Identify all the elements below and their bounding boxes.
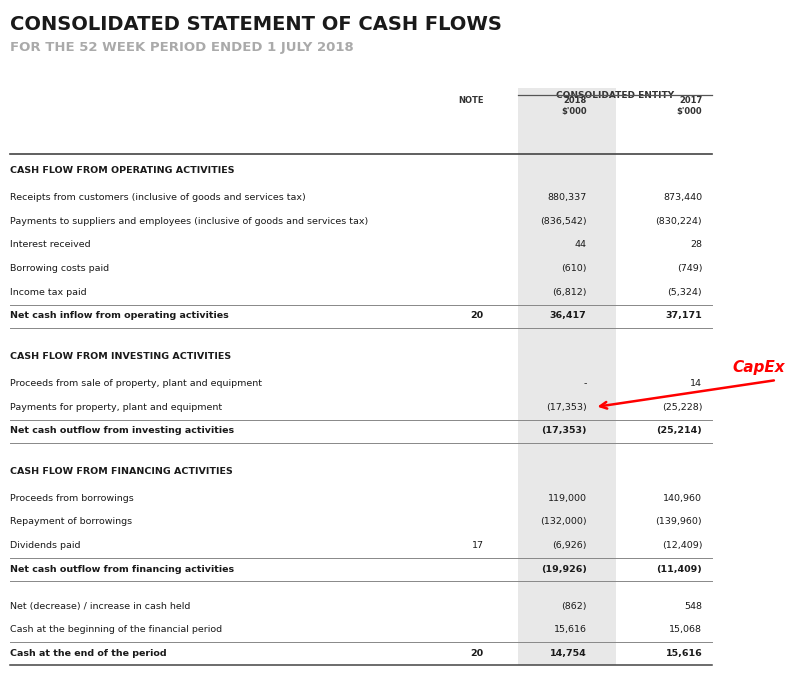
Text: 548: 548 (684, 602, 702, 611)
Text: Cash at the beginning of the financial period: Cash at the beginning of the financial p… (10, 626, 222, 634)
Text: Dividends paid: Dividends paid (10, 541, 80, 550)
Text: CONSOLIDATED STATEMENT OF CASH FLOWS: CONSOLIDATED STATEMENT OF CASH FLOWS (10, 15, 502, 34)
Text: Receipts from customers (inclusive of goods and services tax): Receipts from customers (inclusive of go… (10, 193, 306, 202)
Text: 15,068: 15,068 (669, 626, 702, 634)
Text: 37,171: 37,171 (666, 311, 702, 320)
Text: 15,616: 15,616 (666, 649, 702, 658)
Text: CASH FLOW FROM FINANCING ACTIVITIES: CASH FLOW FROM FINANCING ACTIVITIES (10, 466, 232, 476)
Text: Payments for property, plant and equipment: Payments for property, plant and equipme… (10, 403, 222, 412)
Text: Net cash inflow from operating activities: Net cash inflow from operating activitie… (10, 311, 228, 320)
Text: 873,440: 873,440 (663, 193, 702, 202)
Text: 14: 14 (690, 379, 702, 388)
Text: (19,926): (19,926) (540, 565, 587, 574)
Text: (12,409): (12,409) (662, 541, 702, 550)
Text: (17,353): (17,353) (541, 427, 587, 435)
Text: CASH FLOW FROM OPERATING ACTIVITIES: CASH FLOW FROM OPERATING ACTIVITIES (10, 166, 235, 175)
Text: (610): (610) (561, 264, 587, 273)
Text: Net cash outflow from investing activities: Net cash outflow from investing activiti… (10, 427, 234, 435)
Text: (862): (862) (561, 602, 587, 611)
Text: (17,353): (17,353) (546, 403, 587, 412)
Text: 36,417: 36,417 (550, 311, 587, 320)
Text: 2017
$'000: 2017 $'000 (676, 96, 702, 116)
Text: 17: 17 (472, 541, 484, 550)
Text: 119,000: 119,000 (548, 494, 587, 503)
Text: CapEx: CapEx (732, 359, 785, 374)
Text: Cash at the end of the period: Cash at the end of the period (10, 649, 167, 658)
Text: (836,542): (836,542) (540, 217, 587, 225)
Text: (749): (749) (676, 264, 702, 273)
Text: Borrowing costs paid: Borrowing costs paid (10, 264, 109, 273)
Text: (6,812): (6,812) (552, 288, 587, 297)
Text: 44: 44 (574, 240, 587, 249)
Text: 20: 20 (471, 649, 484, 658)
Text: 20: 20 (471, 311, 484, 320)
Text: -: - (583, 379, 587, 388)
Text: Proceeds from borrowings: Proceeds from borrowings (10, 494, 133, 503)
Text: 28: 28 (690, 240, 702, 249)
Text: Income tax paid: Income tax paid (10, 288, 87, 297)
Text: NOTE: NOTE (458, 96, 484, 106)
Text: Payments to suppliers and employees (inclusive of goods and services tax): Payments to suppliers and employees (inc… (10, 217, 368, 225)
Text: 880,337: 880,337 (547, 193, 587, 202)
Text: (5,324): (5,324) (667, 288, 702, 297)
Text: Net (decrease) / increase in cash held: Net (decrease) / increase in cash held (10, 602, 190, 611)
Text: (132,000): (132,000) (540, 517, 587, 527)
Text: CASH FLOW FROM INVESTING ACTIVITIES: CASH FLOW FROM INVESTING ACTIVITIES (10, 352, 231, 361)
Text: 15,616: 15,616 (553, 626, 587, 634)
Text: Repayment of borrowings: Repayment of borrowings (10, 517, 132, 527)
Text: 14,754: 14,754 (550, 649, 587, 658)
Text: (11,409): (11,409) (656, 565, 702, 574)
Text: Interest received: Interest received (10, 240, 91, 249)
Text: (6,926): (6,926) (552, 541, 587, 550)
Text: CONSOLIDATED ENTITY: CONSOLIDATED ENTITY (556, 91, 674, 100)
Text: (139,960): (139,960) (655, 517, 702, 527)
Text: Proceeds from sale of property, plant and equipment: Proceeds from sale of property, plant an… (10, 379, 261, 388)
Text: 2018
$'000: 2018 $'000 (561, 96, 587, 116)
Text: (25,214): (25,214) (656, 427, 702, 435)
Text: Net cash outflow from financing activities: Net cash outflow from financing activiti… (10, 565, 234, 574)
Text: FOR THE 52 WEEK PERIOD ENDED 1 JULY 2018: FOR THE 52 WEEK PERIOD ENDED 1 JULY 2018 (10, 41, 354, 53)
Text: 140,960: 140,960 (663, 494, 702, 503)
Text: (830,224): (830,224) (655, 217, 702, 225)
Text: (25,228): (25,228) (662, 403, 702, 412)
